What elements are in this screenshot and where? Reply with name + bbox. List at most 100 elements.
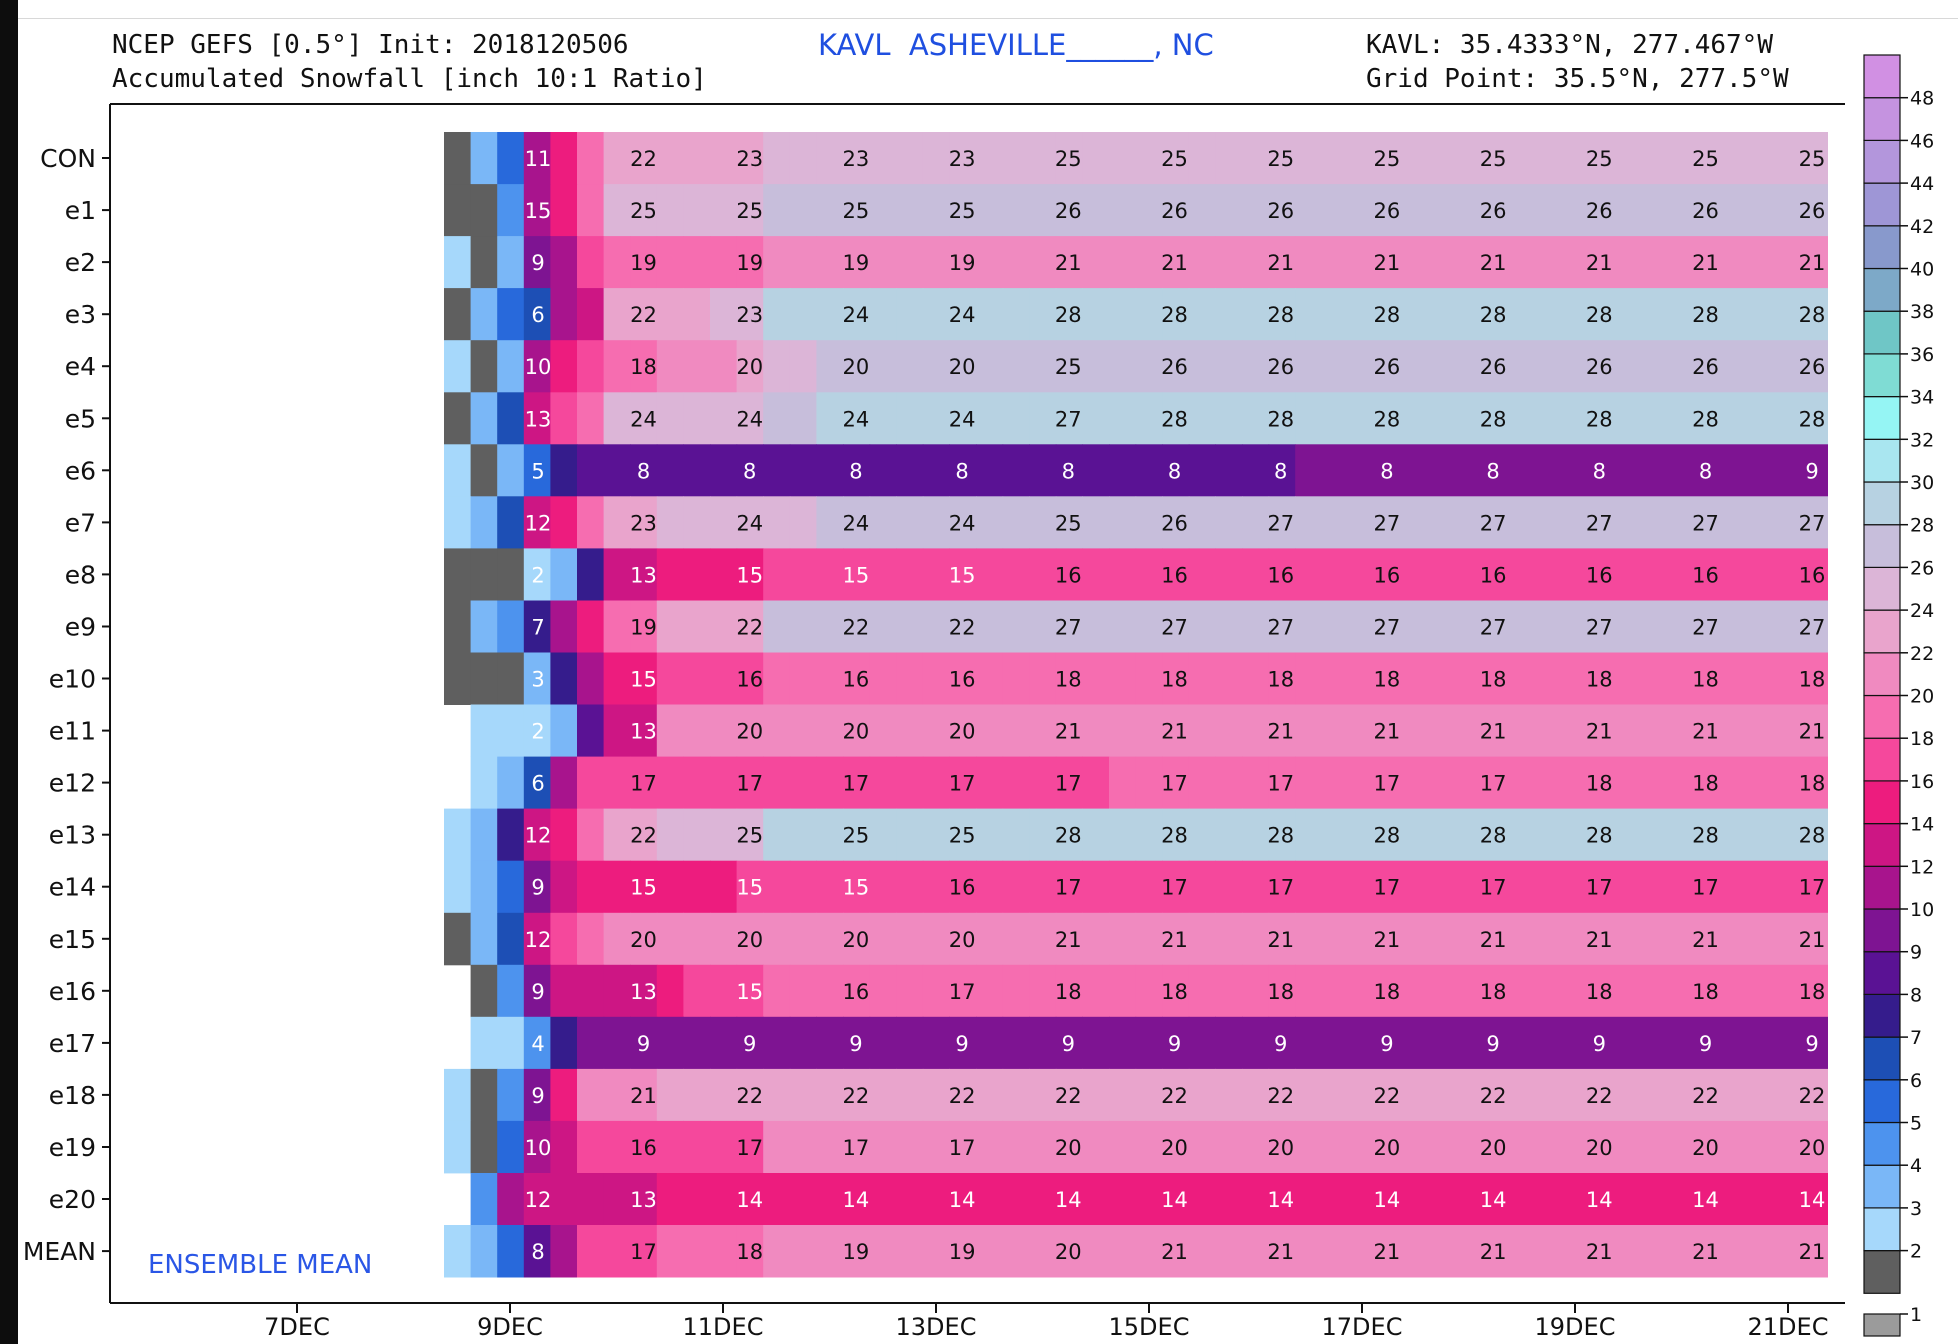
heatmap-cell: [603, 236, 631, 289]
cell-value: 27: [1267, 511, 1294, 535]
heatmap-cell: [1082, 860, 1110, 914]
heatmap-cell: [710, 548, 738, 601]
heatmap-cell: [922, 756, 950, 810]
cell-value: 8: [1380, 459, 1393, 483]
heatmap-cell: [1242, 860, 1270, 914]
heatmap-cell: [949, 184, 977, 237]
heatmap-cell: [789, 1068, 817, 1122]
heatmap-cell: [896, 1225, 924, 1278]
heatmap-cell: [1242, 132, 1270, 185]
member-label: e14: [49, 873, 96, 902]
heatmap-cell: [896, 652, 924, 705]
heatmap-cell: [523, 288, 551, 341]
heatmap-cell: [1055, 600, 1083, 653]
heatmap-cell: [710, 444, 738, 497]
heatmap-cell: [683, 444, 711, 497]
cell-value: 25: [949, 199, 976, 223]
colorbar-label: 42: [1910, 216, 1934, 238]
heatmap-cell: [444, 288, 472, 341]
cell-value: 13: [630, 720, 657, 744]
heatmap-cell: [656, 600, 684, 653]
heatmap-cell: [630, 1225, 658, 1278]
cell-value: 15: [630, 668, 657, 692]
heatmap-cell: [763, 652, 791, 705]
heatmap-cell: [710, 236, 738, 289]
heatmap-cell: [869, 340, 897, 393]
cell-value: 28: [1374, 824, 1401, 848]
heatmap-cell: [683, 1068, 711, 1122]
heatmap-cell: [630, 132, 658, 185]
heatmap-cell: [1162, 1173, 1190, 1226]
cell-value: 15: [843, 876, 870, 900]
cell-value: 17: [843, 772, 870, 796]
heatmap-cell: [763, 548, 791, 601]
cell-value: 23: [630, 511, 657, 535]
heatmap-cell: [869, 808, 897, 862]
heatmap-cell: [763, 392, 791, 445]
cell-value: 6: [531, 772, 544, 796]
cell-value: 27: [1692, 616, 1719, 640]
cell-value: 28: [1799, 407, 1826, 431]
heatmap-cell: [497, 808, 525, 862]
heatmap-cell: [1109, 964, 1137, 1018]
heatmap-cell: [710, 496, 738, 549]
member-label: e2: [65, 248, 96, 277]
heatmap-cell: [763, 756, 791, 810]
heatmap-cell: [1109, 704, 1137, 757]
heatmap-cell: [1268, 236, 1296, 289]
member-label: e4: [65, 352, 96, 381]
cell-value: 22: [1055, 1084, 1082, 1108]
heatmap-cell: [1162, 652, 1190, 705]
heatmap-cell: [577, 496, 605, 549]
cell-value: 16: [949, 876, 976, 900]
cell-value: 20: [1480, 1136, 1507, 1160]
heatmap-cell: [1002, 288, 1030, 341]
heatmap-cell: [1109, 1016, 1137, 1070]
heatmap-cell: [444, 808, 472, 862]
heatmap-cell: [656, 912, 684, 966]
heatmap-cell: [1162, 392, 1190, 445]
heatmap-cells: [444, 132, 1828, 1278]
cell-value: 27: [1374, 511, 1401, 535]
heatmap-cell: [444, 1225, 472, 1278]
cell-value: 18: [1586, 772, 1613, 796]
heatmap-cell: [1135, 236, 1163, 289]
cell-value: 17: [1799, 876, 1826, 900]
heatmap-cell: [1188, 756, 1216, 810]
heatmap-cell: [763, 1068, 791, 1122]
cell-value: 21: [1161, 928, 1188, 952]
heatmap-cell: [949, 548, 977, 601]
heatmap-cell: [1055, 1173, 1083, 1226]
heatmap-cell: [1268, 444, 1296, 497]
heatmap-cell: [630, 704, 658, 757]
heatmap-cell: [683, 340, 711, 393]
heatmap-cell: [1188, 1173, 1216, 1226]
heatmap-cell: [1162, 1120, 1190, 1174]
heatmap-cell: [869, 1225, 897, 1278]
heatmap-cell: [1162, 184, 1190, 237]
cell-value: 18: [1374, 980, 1401, 1004]
heatmap-cell: [1162, 860, 1190, 914]
heatmap-cell: [656, 808, 684, 862]
heatmap-cell: [1295, 1016, 1828, 1070]
heatmap-cell: [869, 652, 897, 705]
plot-frame: [109, 103, 1845, 1304]
heatmap-cell: [976, 704, 1004, 757]
heatmap-cell: [922, 444, 950, 497]
cell-value: 24: [949, 407, 976, 431]
heatmap-cell: [470, 756, 498, 810]
heatmap-cell: [1295, 496, 1828, 549]
heatmap-cell: [789, 548, 817, 601]
cell-value: 27: [1055, 616, 1082, 640]
member-label: e19: [49, 1133, 96, 1162]
heatmap-cell: [1029, 652, 1057, 705]
heatmap-cell: [1082, 1120, 1110, 1174]
member-label: e9: [65, 613, 96, 642]
cell-value: 18: [1586, 668, 1613, 692]
cell-value: 21: [1161, 720, 1188, 744]
heatmap-cell: [630, 1173, 658, 1226]
heatmap-cell: [630, 808, 658, 862]
heatmap-cell: [1188, 548, 1216, 601]
cell-value: 21: [1267, 928, 1294, 952]
colorbar-label: 8: [1910, 984, 1922, 1006]
